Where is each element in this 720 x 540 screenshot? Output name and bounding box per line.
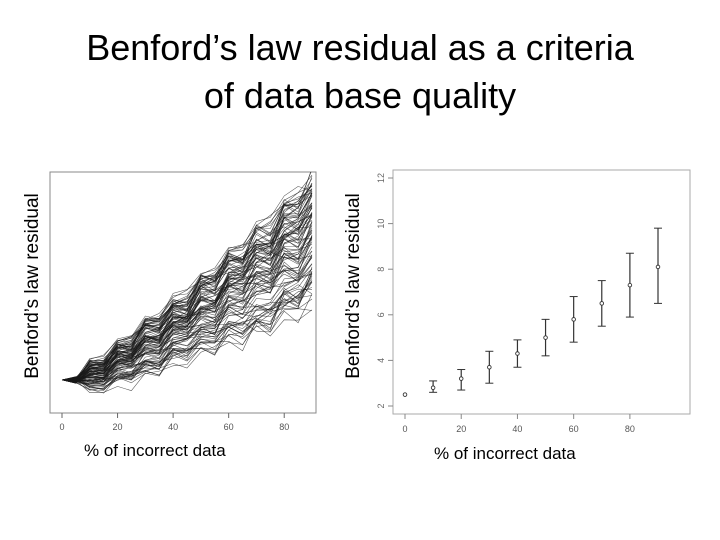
slide-title-line-2: of data base quality	[203, 75, 517, 116]
simulation-line	[61, 273, 313, 385]
right-plot-frame	[392, 169, 691, 415]
simulation-line	[61, 250, 313, 381]
right-x-tick-label: 0	[402, 424, 407, 434]
left-x-tick-label: 20	[113, 422, 123, 432]
simulation-line	[61, 274, 313, 391]
simulation-line	[61, 186, 313, 382]
simulation-line	[61, 284, 313, 387]
mean-point	[599, 301, 605, 306]
slide-title-line-1: Benford’s law residual as a criteria	[86, 27, 634, 68]
simulation-line	[61, 238, 313, 382]
left-x-tick-label: 0	[59, 422, 64, 432]
mean-point	[487, 364, 492, 370]
right-x-tick-label: 40	[512, 424, 522, 434]
simulation-line	[61, 298, 313, 391]
right-x-tick-label: 60	[569, 424, 579, 434]
right-y-tick-label: 6	[376, 312, 386, 317]
simulation-line	[61, 185, 313, 381]
simulation-line	[61, 213, 313, 383]
simulation-line	[61, 192, 313, 384]
simulation-line	[61, 182, 313, 381]
simulation-line	[61, 188, 313, 381]
simulation-line	[61, 213, 313, 384]
simulation-line	[61, 266, 313, 382]
right-y-tick-label: 4	[376, 358, 386, 363]
simulation-line	[61, 205, 313, 384]
simulation-line	[61, 231, 313, 382]
simulation-line	[61, 188, 313, 384]
mean-point	[402, 392, 408, 397]
simulation-line	[61, 207, 313, 381]
simulation-lines	[61, 172, 313, 394]
mean-point	[655, 264, 661, 270]
simulation-line	[61, 308, 313, 391]
mean-point	[458, 376, 464, 381]
right-x-tick-label: 80	[625, 424, 635, 434]
right-y-tick-label: 2	[376, 403, 386, 408]
left-x-tick-label: 80	[279, 422, 289, 432]
mean-point	[627, 282, 633, 288]
left-plot-frame	[49, 171, 317, 414]
mean-point	[543, 335, 548, 340]
simulation-line	[61, 216, 313, 383]
simulation-line	[61, 235, 313, 386]
left-x-tick-label: 60	[224, 422, 234, 432]
right-y-tick-label: 8	[376, 267, 386, 272]
simulation-line	[61, 205, 313, 381]
right-x-tick-label: 20	[456, 424, 466, 434]
right-y-tick-label: 12	[376, 173, 386, 183]
simulation-line	[61, 309, 313, 393]
simulation-line	[61, 206, 313, 381]
simulation-line	[61, 184, 313, 381]
right-y-tick-label: 10	[376, 219, 386, 229]
left-chart-x-axis-label: % of incorrect data	[84, 441, 226, 460]
mean-point	[430, 385, 436, 391]
simulation-line	[61, 172, 311, 384]
simulation-line	[61, 204, 313, 381]
simulation-line	[61, 270, 313, 386]
simulation-line	[61, 250, 313, 383]
mean-point	[515, 351, 520, 356]
simulation-line	[61, 282, 313, 382]
right-chart-x-axis-label: % of incorrect data	[434, 444, 576, 463]
mean-point	[571, 317, 576, 322]
simulation-line	[61, 281, 313, 389]
simulation-line	[61, 236, 313, 384]
left-x-tick-label: 40	[168, 422, 178, 432]
